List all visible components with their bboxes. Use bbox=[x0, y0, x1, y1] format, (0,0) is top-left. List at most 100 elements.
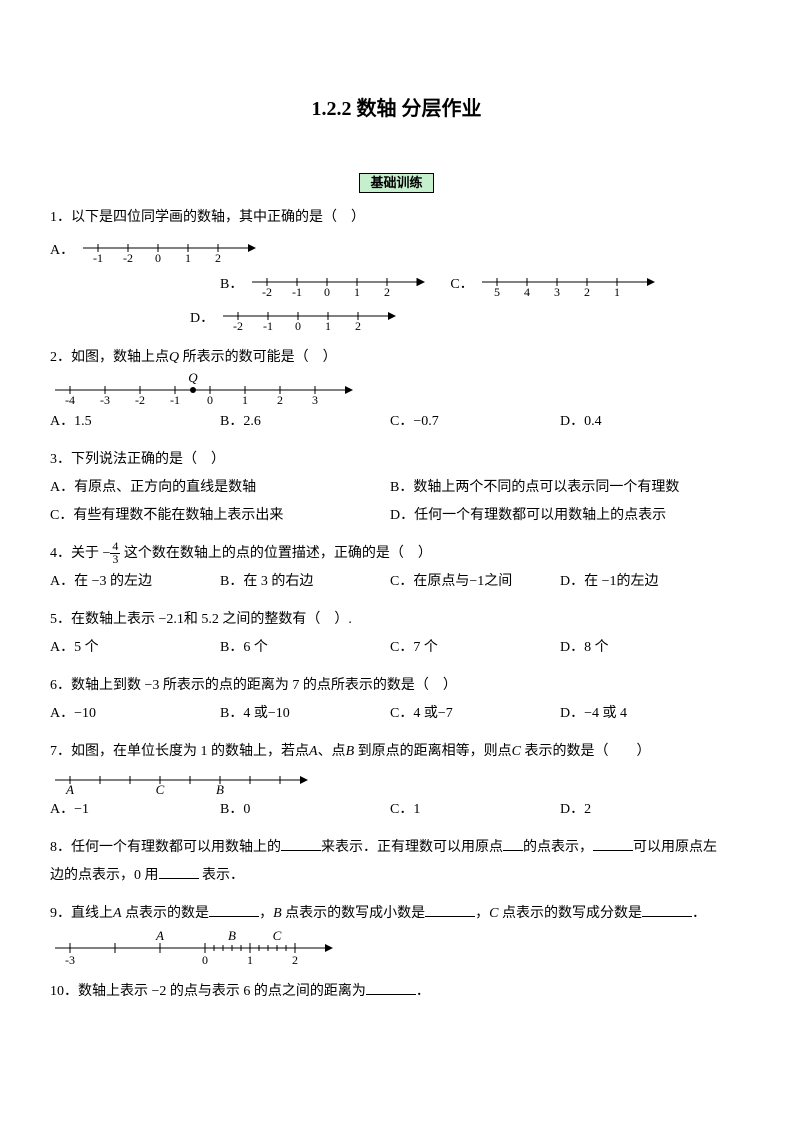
q6-optA: A．−10 bbox=[50, 700, 220, 728]
svg-text:1: 1 bbox=[185, 251, 191, 265]
q2-pointQ: Q bbox=[169, 350, 179, 365]
svg-text:-3: -3 bbox=[100, 393, 110, 407]
q7-pA: A bbox=[309, 744, 318, 759]
q7-optD: D．2 bbox=[560, 796, 730, 824]
svg-text:1: 1 bbox=[247, 953, 253, 967]
q3-text: 3．下列说法正确的是（ ） bbox=[50, 446, 743, 474]
svg-text:2: 2 bbox=[277, 393, 283, 407]
q9-p7: ． bbox=[692, 906, 706, 921]
svg-text:3: 3 bbox=[554, 285, 560, 299]
svg-text:Q: Q bbox=[188, 372, 198, 385]
svg-text:A: A bbox=[65, 782, 74, 796]
svg-text:1: 1 bbox=[325, 319, 331, 333]
blank bbox=[593, 836, 633, 851]
q3-optB: B．数轴上两个不同的点可以表示同一个有理数 bbox=[390, 474, 679, 502]
q7-pC: C bbox=[512, 744, 521, 759]
svg-text:0: 0 bbox=[295, 319, 301, 333]
svg-text:4: 4 bbox=[524, 285, 530, 299]
blank bbox=[159, 864, 199, 879]
q9-p3: ， bbox=[259, 906, 273, 921]
q4: 4．关于 −43 这个数在数轴上的点的位置描述，正确的是（ ） A．在 −3 的… bbox=[50, 540, 743, 596]
q9-p5: ， bbox=[475, 906, 489, 921]
svg-text:A: A bbox=[155, 928, 164, 943]
q1-optB-label: B． bbox=[220, 271, 243, 299]
svg-text:3: 3 bbox=[312, 393, 318, 407]
svg-text:0: 0 bbox=[207, 393, 213, 407]
q4-pre: 4．关于 − bbox=[50, 546, 110, 561]
q2-optA: A．1.5 bbox=[50, 408, 220, 436]
svg-text:-4: -4 bbox=[65, 393, 75, 407]
svg-text:1: 1 bbox=[614, 285, 620, 299]
blank bbox=[281, 836, 321, 851]
svg-text:-2: -2 bbox=[262, 285, 272, 299]
svg-text:-1: -1 bbox=[170, 393, 180, 407]
svg-text:-3: -3 bbox=[65, 953, 75, 967]
q1-text: 1．以下是四位同学画的数轴，其中正确的是（ ） bbox=[50, 204, 743, 232]
q2-text2: 所表示的数可能是（ ） bbox=[179, 350, 337, 365]
svg-text:1: 1 bbox=[242, 393, 248, 407]
q8-p5: 边的点表示，0 用 bbox=[50, 868, 159, 883]
q6: 6．数轴上到数 −3 所表示的点的距离为 7 的点所表示的数是（ ） A．−10… bbox=[50, 672, 743, 728]
q4-post: 这个数在数轴上的点的位置描述，正确的是（ ） bbox=[120, 546, 432, 561]
q7-axis: A C B bbox=[50, 766, 310, 796]
svg-text:-2: -2 bbox=[233, 319, 243, 333]
q8-p1: 8．任何一个有理数都可以用数轴上的 bbox=[50, 840, 281, 855]
svg-text:2: 2 bbox=[215, 251, 221, 265]
svg-text:2: 2 bbox=[355, 319, 361, 333]
svg-text:1: 1 bbox=[354, 285, 360, 299]
q9-p2: 点表示的数是 bbox=[122, 906, 210, 921]
q5-optB: B．6 个 bbox=[220, 634, 390, 662]
q4-fraction: 43 bbox=[110, 540, 120, 566]
q5-optA: A．5 个 bbox=[50, 634, 220, 662]
svg-text:C: C bbox=[273, 928, 282, 943]
q10-post: ． bbox=[416, 984, 430, 999]
q6-optD: D．−4 或 4 bbox=[560, 700, 730, 728]
svg-text:-2: -2 bbox=[123, 251, 133, 265]
q8-p6: 表示． bbox=[199, 868, 245, 883]
q7-t4: 表示的数是（ ） bbox=[521, 744, 651, 759]
q2-text: 2．如图，数轴上点 bbox=[50, 350, 169, 365]
q9-pB: B bbox=[273, 906, 282, 921]
svg-text:C: C bbox=[156, 782, 165, 796]
svg-text:-2: -2 bbox=[135, 393, 145, 407]
q2-optC: C．−0.7 bbox=[390, 408, 560, 436]
svg-text:B: B bbox=[228, 928, 236, 943]
svg-text:0: 0 bbox=[202, 953, 208, 967]
q2: 2．如图，数轴上点Q 所表示的数可能是（ ） Q -4 -3 -2 -1 0 1… bbox=[50, 344, 743, 436]
svg-text:2: 2 bbox=[584, 285, 590, 299]
q9-pA: A bbox=[113, 906, 122, 921]
svg-text:-1: -1 bbox=[263, 319, 273, 333]
q1-optC-label: C． bbox=[450, 271, 473, 299]
q7-t3: 到原点的距离相等，则点 bbox=[354, 744, 512, 759]
q3: 3．下列说法正确的是（ ） A．有原点、正方向的直线是数轴 B．数轴上两个不同的… bbox=[50, 446, 743, 530]
q2-optB: B．2.6 bbox=[220, 408, 390, 436]
section-box: 基础训练 bbox=[359, 173, 433, 193]
svg-text:-1: -1 bbox=[93, 251, 103, 265]
q1-axis-b: -2 -1 0 1 2 bbox=[247, 270, 427, 300]
svg-text:B: B bbox=[216, 782, 224, 796]
q7-pB: B bbox=[346, 744, 355, 759]
q1-axis-c: 5 4 3 2 1 bbox=[477, 270, 657, 300]
q8-p3: 的点表示， bbox=[523, 840, 593, 855]
q9: 9．直线上A 点表示的数是，B 点表示的数写成小数是，C 点表示的数写成分数是．… bbox=[50, 900, 743, 968]
q7-optB: B．0 bbox=[220, 796, 390, 824]
q1: 1．以下是四位同学画的数轴，其中正确的是（ ） A． -1 -2 0 1 2 B… bbox=[50, 204, 743, 334]
q2-optD: D．0.4 bbox=[560, 408, 730, 436]
q8-p4: 可以用原点左 bbox=[633, 840, 717, 855]
q7-t1: 7．如图，在单位长度为 1 的数轴上，若点 bbox=[50, 744, 309, 759]
q7-t2: 、点 bbox=[318, 744, 346, 759]
q9-p1: 9．直线上 bbox=[50, 906, 113, 921]
q1-optA-label: A． bbox=[50, 237, 74, 265]
svg-text:-1: -1 bbox=[292, 285, 302, 299]
blank bbox=[425, 902, 475, 917]
q4-optB: B．在 3 的右边 bbox=[220, 568, 390, 596]
svg-text:0: 0 bbox=[155, 251, 161, 265]
blank bbox=[503, 836, 523, 851]
svg-text:5: 5 bbox=[494, 285, 500, 299]
q4-optC: C．在原点与−1之间 bbox=[390, 568, 560, 596]
q6-optB: B．4 或−10 bbox=[220, 700, 390, 728]
q3-optD: D．任何一个有理数都可以用数轴上的点表示 bbox=[390, 502, 666, 530]
q4-optD: D．在 −1的左边 bbox=[560, 568, 730, 596]
q1-axis-a: -1 -2 0 1 2 bbox=[78, 236, 258, 266]
q4-optA: A．在 −3 的左边 bbox=[50, 568, 220, 596]
